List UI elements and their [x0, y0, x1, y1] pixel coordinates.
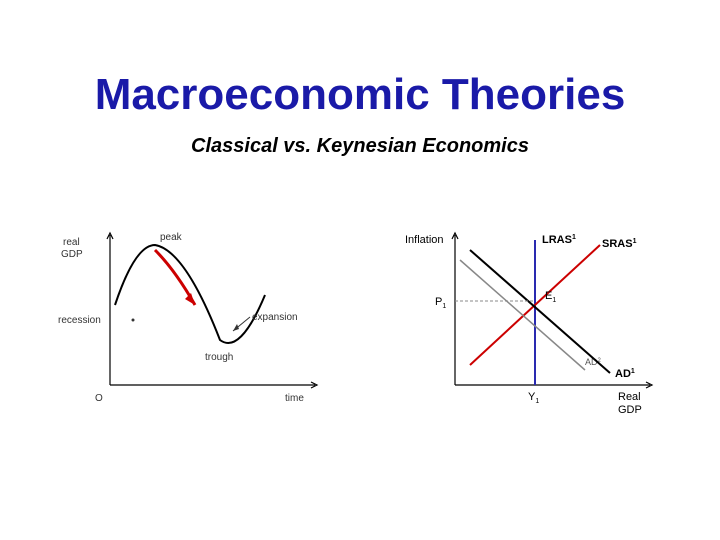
ad1-line	[470, 250, 610, 373]
y1-label: Y1	[528, 391, 539, 405]
trough-label: trough	[205, 352, 233, 363]
y-axis-label: Inflation	[405, 234, 444, 246]
equilibrium-label: E1	[545, 290, 556, 304]
y-axis-label-line1: real	[63, 237, 80, 248]
origin-label: O	[95, 393, 103, 404]
x-axis-label-line1: Real	[618, 391, 641, 403]
business-cycle-chart: real GDP time O peak recession trough ex…	[55, 225, 335, 425]
p1-label: P1	[435, 296, 446, 310]
recession-label: recession	[58, 315, 101, 326]
x-axis-label-line2: GDP	[618, 404, 642, 416]
x-axis-label: time	[285, 393, 304, 404]
page-title: Macroeconomic Theories	[0, 70, 720, 120]
y-axis-label-line2: GDP	[61, 249, 83, 260]
sras-label: SRAS1	[602, 238, 637, 250]
expansion-pointer-head-icon	[233, 324, 239, 331]
lras-label: LRAS1	[542, 234, 576, 246]
ad1-label: AD1	[615, 368, 635, 380]
as-ad-chart: Inflation Real GDP LRAS1 SRAS1 AD2 AD1 E…	[400, 225, 680, 425]
expansion-label: expansion	[252, 312, 298, 323]
recession-marker	[132, 319, 135, 322]
recession-arrowhead-icon	[185, 293, 195, 305]
peak-label: peak	[160, 232, 183, 243]
page-subtitle: Classical vs. Keynesian Economics	[0, 135, 720, 158]
